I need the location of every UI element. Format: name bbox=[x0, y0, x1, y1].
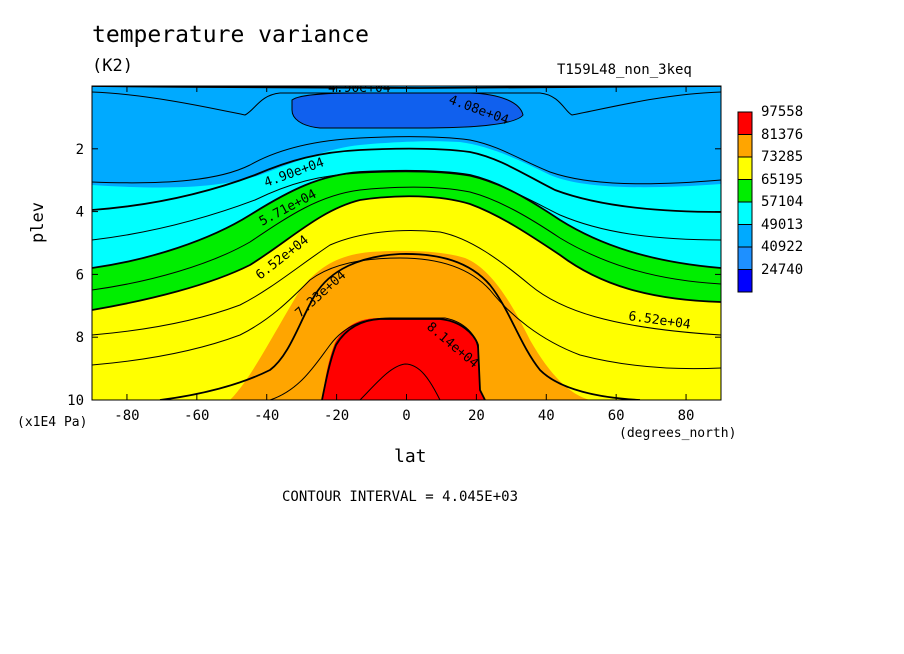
legend-label: 49013 bbox=[761, 216, 804, 233]
contour-line bbox=[291, 92, 524, 129]
legend-swatch bbox=[737, 134, 753, 158]
run-label: T159L48_non_3keq bbox=[557, 62, 692, 78]
legend-label: 73285 bbox=[761, 149, 804, 165]
x-tick-label: -60 bbox=[184, 408, 209, 424]
x-ticks: -80 -60 -40 -20 0 20 40 60 80 bbox=[114, 86, 694, 424]
x-tick-label: 40 bbox=[538, 408, 555, 424]
legend-swatch bbox=[737, 269, 753, 293]
contour-line bbox=[92, 171, 721, 241]
x-tick-label: -20 bbox=[324, 408, 349, 424]
x-tick-label: -40 bbox=[254, 408, 279, 424]
contour-line bbox=[92, 186, 721, 291]
x-tick-label: -80 bbox=[114, 408, 139, 424]
legend-swatch bbox=[737, 224, 753, 248]
legend-swatch bbox=[737, 111, 753, 135]
contour-line bbox=[92, 86, 721, 89]
contour-line bbox=[92, 257, 721, 370]
legend-label: 81376 bbox=[761, 126, 804, 143]
contour-line bbox=[92, 147, 721, 213]
legend-label: 40922 bbox=[761, 239, 804, 255]
contour-line bbox=[159, 253, 641, 400]
contour-line bbox=[269, 317, 479, 400]
x-tick-label: 0 bbox=[402, 408, 410, 424]
x-tick-label: 20 bbox=[468, 408, 485, 424]
contour-line bbox=[92, 169, 721, 269]
y-tick-label: 4 bbox=[76, 205, 84, 221]
contour-line bbox=[92, 195, 721, 311]
legend-swatch bbox=[737, 201, 753, 225]
band-min bbox=[292, 93, 523, 128]
band-81376 bbox=[322, 318, 485, 400]
y-tick-label: 8 bbox=[76, 330, 84, 346]
x-axis-label: lat bbox=[394, 446, 427, 467]
legend-label: 97558 bbox=[761, 104, 804, 120]
contour-label: 4.90e+04 bbox=[328, 81, 391, 96]
legend-swatch bbox=[737, 179, 753, 203]
contour-line bbox=[92, 136, 721, 185]
y-ticks: 2 4 6 8 10 bbox=[67, 142, 721, 409]
contour-interval: CONTOUR INTERVAL = 4.045E+03 bbox=[282, 489, 519, 505]
legend-swatch bbox=[737, 156, 753, 180]
color-legend bbox=[737, 111, 753, 293]
y-axis-units: (x1E4 Pa) bbox=[17, 415, 88, 430]
legend-swatch bbox=[737, 246, 753, 270]
x-tick-label: 60 bbox=[608, 408, 625, 424]
x-tick-label: 80 bbox=[678, 408, 695, 424]
y-tick-label: 6 bbox=[76, 267, 84, 283]
x-axis-units: (degrees_north) bbox=[619, 426, 737, 441]
chart-units: (K2) bbox=[92, 56, 133, 76]
chart-title: temperature variance bbox=[92, 22, 369, 48]
y-tick-label: 2 bbox=[76, 142, 84, 158]
contour-line bbox=[359, 363, 441, 400]
legend-label: 57104 bbox=[761, 194, 804, 210]
contour-line bbox=[92, 230, 721, 336]
y-tick-label: 10 bbox=[67, 393, 84, 409]
legend-label: 24740 bbox=[761, 261, 804, 278]
legend-label: 65195 bbox=[761, 171, 804, 188]
contour-line bbox=[321, 318, 486, 400]
